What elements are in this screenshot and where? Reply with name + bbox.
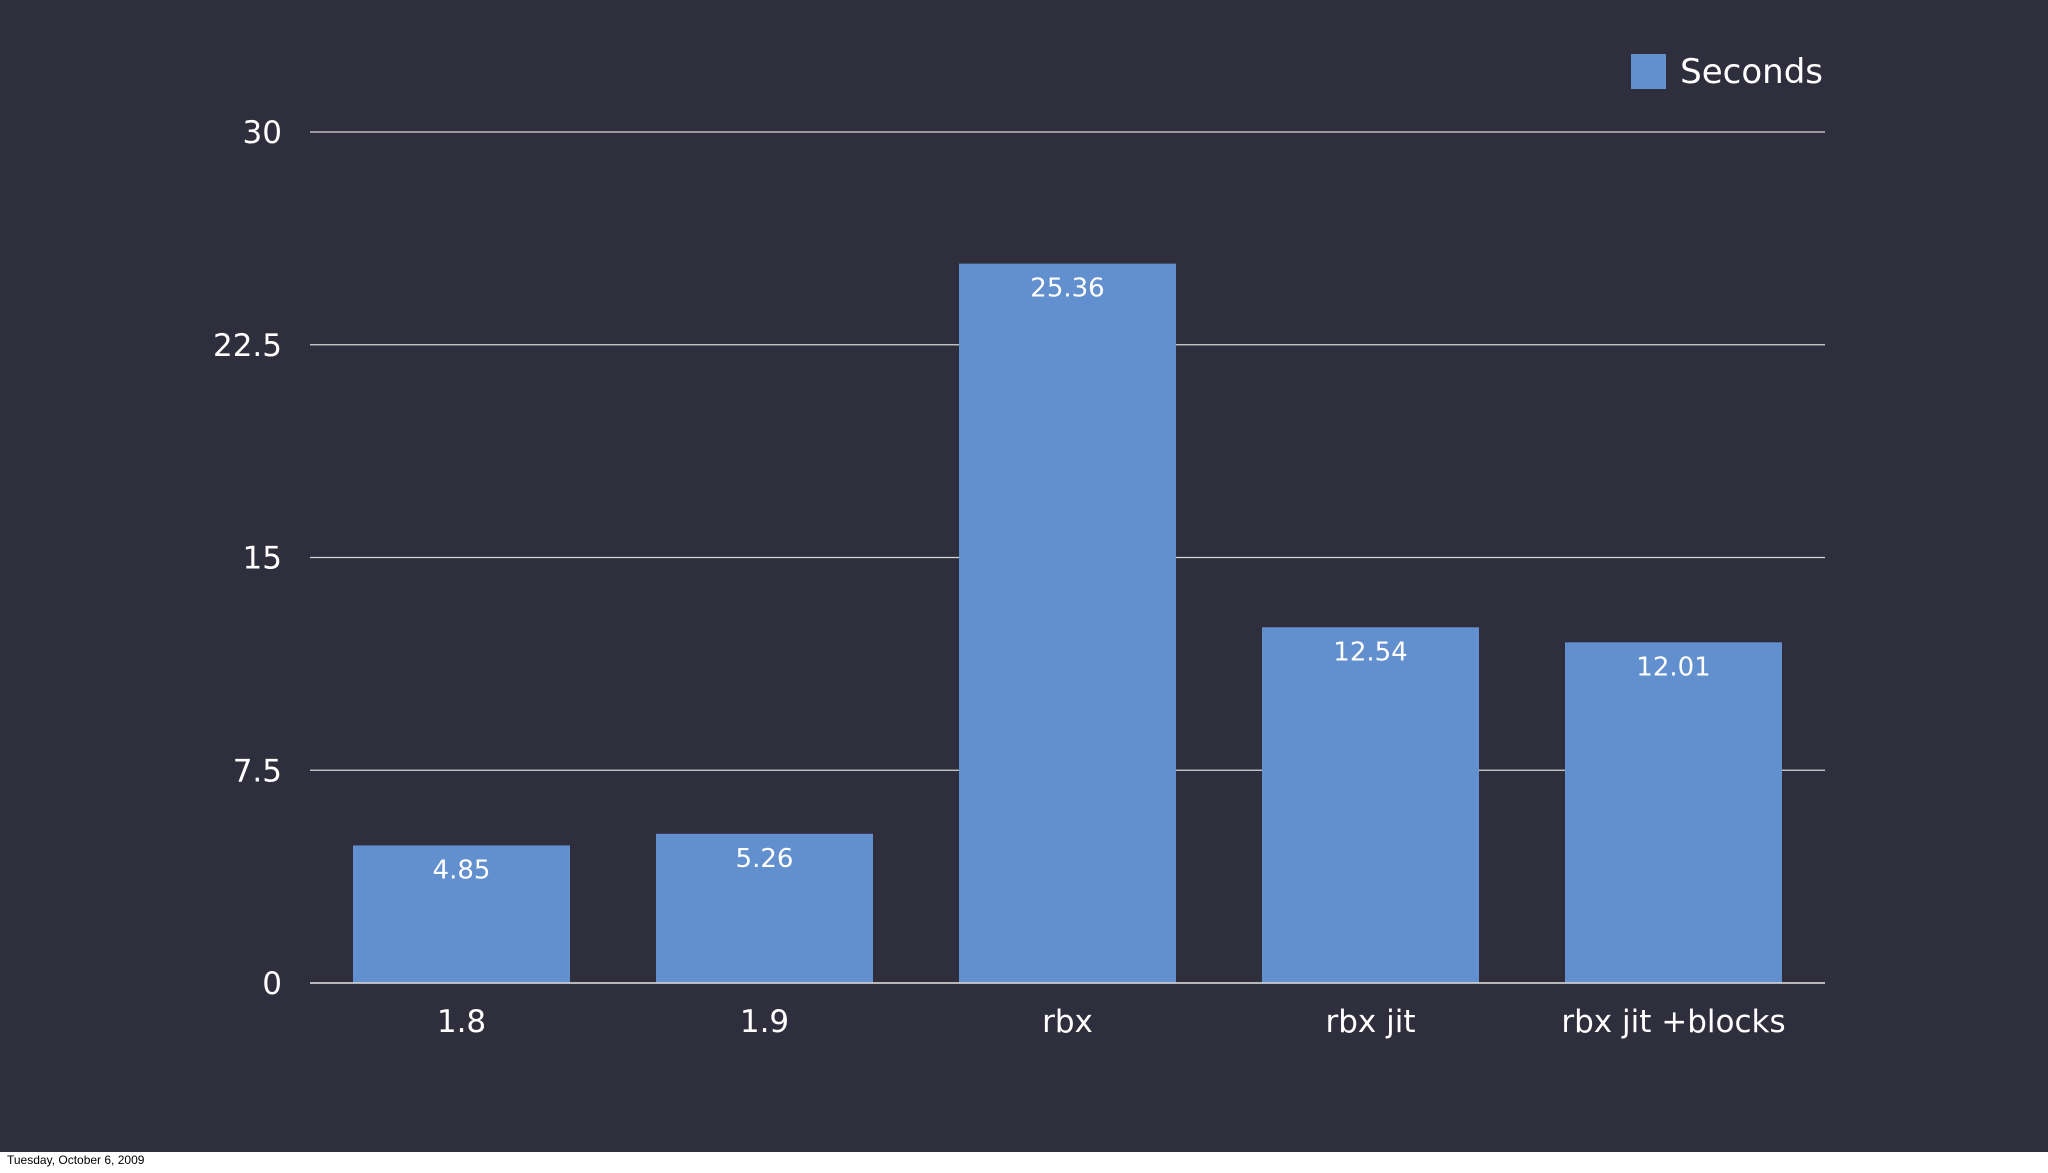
data-label: 12.54 xyxy=(1333,637,1407,667)
y-axis-tick-labels: 0 7.5 15 22.5 30 xyxy=(213,115,282,1002)
x-category-label: 1.8 xyxy=(437,1004,486,1040)
data-label: 4.85 xyxy=(433,855,491,885)
legend-swatch-seconds xyxy=(1631,54,1666,89)
y-tick-label: 0 xyxy=(262,966,282,1002)
data-label: 12.01 xyxy=(1636,652,1710,682)
x-category-label: 1.9 xyxy=(740,1004,789,1040)
y-tick-label: 7.5 xyxy=(233,753,282,789)
legend: Seconds xyxy=(1631,52,1823,92)
y-tick-label: 22.5 xyxy=(213,328,282,364)
x-category-label: rbx jit +blocks xyxy=(1561,1004,1785,1040)
legend-label-seconds: Seconds xyxy=(1680,52,1823,92)
x-axis-category-labels: 1.8 1.9 rbx rbx jit rbx jit +blocks xyxy=(437,1004,1786,1040)
bar-rbx xyxy=(959,263,1176,983)
y-tick-label: 15 xyxy=(243,541,282,577)
bar-rbx-jit-blocks xyxy=(1565,642,1782,983)
data-label: 25.36 xyxy=(1030,274,1104,304)
footer-date: Tuesday, October 6, 2009 xyxy=(7,1153,145,1167)
bar-1-8 xyxy=(353,845,570,983)
bar-1-9 xyxy=(656,833,873,983)
data-labels: 4.85 5.26 25.36 12.54 12.01 xyxy=(433,274,1711,886)
x-category-label: rbx jit xyxy=(1325,1004,1415,1040)
bar-rbx-jit xyxy=(1262,627,1479,983)
x-category-label: rbx xyxy=(1042,1004,1093,1040)
data-label: 5.26 xyxy=(736,844,794,874)
y-tick-label: 30 xyxy=(243,115,282,151)
bars xyxy=(353,263,1782,983)
